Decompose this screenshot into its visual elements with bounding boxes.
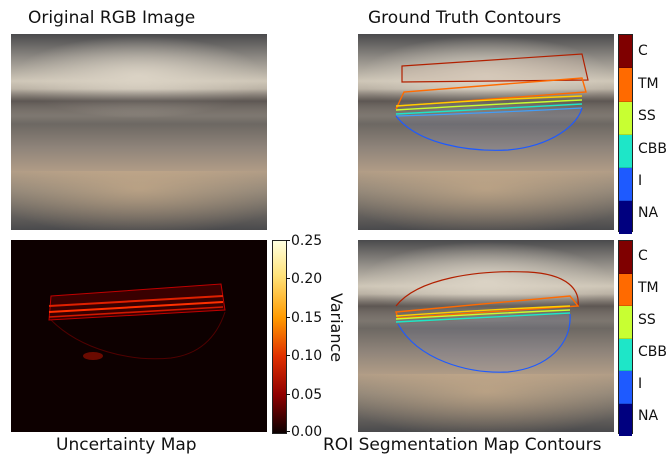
class-colorbar-bottom [618, 240, 633, 436]
class-label-c: C [638, 43, 648, 59]
original-rgb-image [11, 34, 267, 230]
class-swatch-c [619, 241, 632, 274]
class-label-i: I [638, 173, 643, 189]
class-label-cbb: CBB [638, 141, 667, 157]
variance-tick-label: 0.05 [291, 387, 323, 403]
class-swatch-ss [619, 306, 632, 339]
uncertainty-map [11, 240, 267, 432]
variance-tick-label: 0.25 [291, 233, 323, 249]
class-label-ss: SS [638, 312, 656, 328]
class-swatch-na [619, 403, 632, 436]
class-swatch-ss [619, 101, 632, 135]
variance-tick-label: 0.15 [291, 310, 323, 326]
class-label-tm: TM [638, 76, 659, 92]
class-label-c: C [638, 248, 648, 264]
class-label-ss: SS [638, 108, 656, 124]
class-swatch-i [619, 168, 632, 202]
ground-truth-image [358, 34, 614, 230]
class-swatch-cbb [619, 338, 632, 372]
variance-tick [286, 278, 290, 279]
class-swatch-i [619, 371, 632, 404]
class-swatch-c [619, 35, 632, 69]
class-label-na: NA [638, 205, 659, 221]
variance-tick [286, 317, 290, 318]
roi-segmentation-image [358, 240, 614, 432]
class-swatch-tm [619, 273, 632, 307]
title-original-rgb: Original RGB Image [28, 8, 196, 28]
class-swatch-tm [619, 68, 632, 102]
variance-colorbar [272, 240, 287, 434]
variance-tick-label: 0.20 [291, 271, 323, 287]
roi-contours [395, 271, 580, 373]
variance-tick [286, 394, 290, 395]
title-roi-segmentation: ROI Segmentation Map Contours [323, 435, 602, 455]
class-label-tm: TM [638, 280, 659, 296]
class-swatch-na [619, 201, 632, 234]
variance-tick [286, 355, 290, 356]
class-label-i: I [638, 376, 643, 392]
variance-tick [286, 240, 290, 241]
class-label-na: NA [638, 408, 659, 424]
class-label-cbb: CBB [638, 344, 667, 360]
ground-truth-contours [395, 53, 589, 151]
variance-tick [286, 431, 290, 432]
title-uncertainty: Uncertainty Map [56, 435, 197, 455]
title-ground-truth: Ground Truth Contours [368, 8, 562, 28]
class-swatch-cbb [619, 134, 632, 169]
uncertainty-heat [48, 283, 226, 360]
class-colorbar-top [618, 34, 633, 234]
variance-tick-label: 0.10 [291, 348, 323, 364]
variance-tick-label: 0.00 [291, 424, 323, 440]
variance-axis-label: Variance [327, 293, 346, 363]
